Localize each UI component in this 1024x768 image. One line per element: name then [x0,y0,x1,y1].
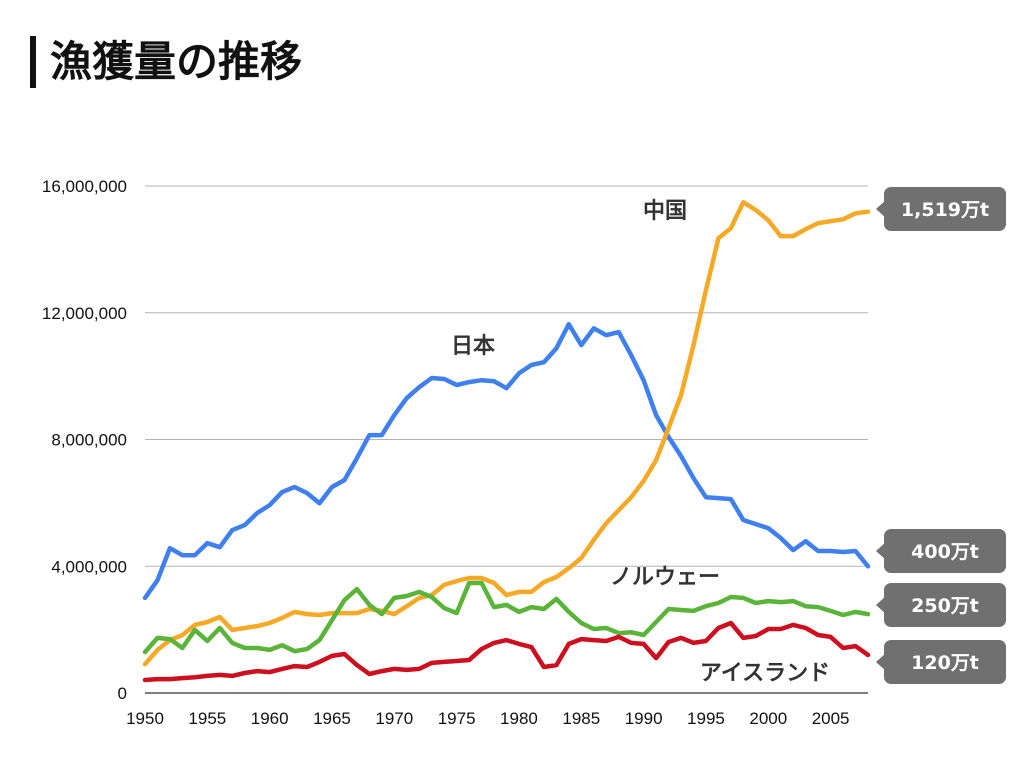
series-line-norway [142,580,871,655]
x-tick-label: 1970 [375,709,413,728]
end-value-callouts: 400万t 1,519万t 250万t 120万t [876,187,1006,684]
series-label-china: 中国 [643,199,687,224]
y-tick-label: 16,000,000 [42,177,127,196]
x-tick-label: 1995 [687,709,725,728]
callout-pointer [876,200,886,218]
x-tick-label: 1955 [188,709,226,728]
end-value-callout-iceland: 120万t [876,640,1006,684]
series-line-japan [142,321,871,601]
x-tick-label: 1985 [562,709,600,728]
gridlines [145,185,868,694]
callout-box [884,529,1006,573]
callout-pointer [876,653,886,671]
series-line-china [142,199,871,667]
callout-pointer [876,596,886,614]
y-tick-label: 4,000,000 [51,557,127,576]
x-tick-label: 1950 [126,709,164,728]
page-title: 漁獲量の推移 [50,37,303,86]
callout-value-label: 400万t [911,541,979,563]
callout-value-label: 250万t [911,595,979,617]
series-label-norway: ノルウェー [610,565,720,590]
end-value-callout-norway: 250万t [876,583,1006,627]
x-tick-label: 1965 [313,709,351,728]
x-tick-label: 1975 [438,709,476,728]
series-label-japan: 日本 [451,334,495,359]
callout-box [884,583,1006,627]
end-value-callout-japan: 400万t [876,529,1006,573]
callout-box [884,187,1006,231]
y-axis-tick-labels: 0 4,000,000 8,000,000 12,000,000 16,000,000 [42,177,127,703]
series-line-iceland [142,620,871,683]
y-tick-label: 8,000,000 [51,431,127,450]
y-tick-label: 0 [118,684,127,703]
end-value-callout-china: 1,519万t [876,187,1006,231]
series-lines [142,199,871,683]
y-tick-label: 12,000,000 [42,304,127,323]
x-tick-label: 1960 [251,709,289,728]
series-label-iceland: アイスランド [700,661,830,686]
x-tick-label: 2005 [812,709,850,728]
x-tick-label: 2000 [749,709,787,728]
title-accent-bar [30,36,36,88]
x-axis-tick-labels: 1950 1955 1960 1965 1970 1975 1980 1985 1990 1995… [126,709,849,728]
callout-value-label: 120万t [911,652,979,674]
callout-pointer [876,542,886,560]
callout-value-label: 1,519万t [901,199,989,221]
x-tick-label: 1990 [625,709,663,728]
callout-box [884,640,1006,684]
x-tick-label: 1980 [500,709,538,728]
